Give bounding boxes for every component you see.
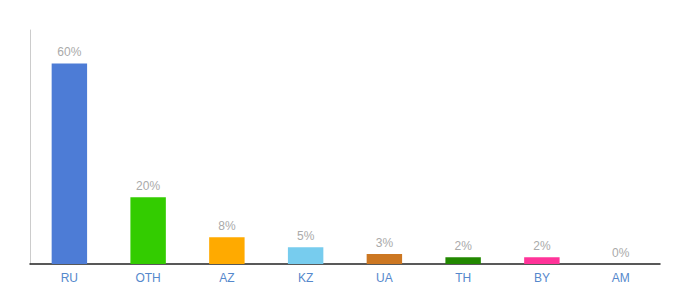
svg-text:TH: TH (455, 271, 471, 285)
svg-text:3%: 3% (376, 236, 394, 250)
svg-text:RU: RU (61, 271, 78, 285)
svg-text:2%: 2% (533, 239, 551, 253)
svg-text:5%: 5% (297, 229, 315, 243)
svg-text:AM: AM (612, 271, 630, 285)
svg-text:60%: 60% (57, 45, 81, 59)
svg-text:AZ: AZ (219, 271, 234, 285)
svg-text:UA: UA (376, 271, 393, 285)
svg-text:OTH: OTH (135, 271, 160, 285)
svg-text:20%: 20% (136, 179, 160, 193)
svg-text:KZ: KZ (298, 271, 313, 285)
svg-text:8%: 8% (218, 219, 236, 233)
svg-text:0%: 0% (612, 246, 630, 260)
svg-text:2%: 2% (454, 239, 472, 253)
svg-text:BY: BY (534, 271, 550, 285)
